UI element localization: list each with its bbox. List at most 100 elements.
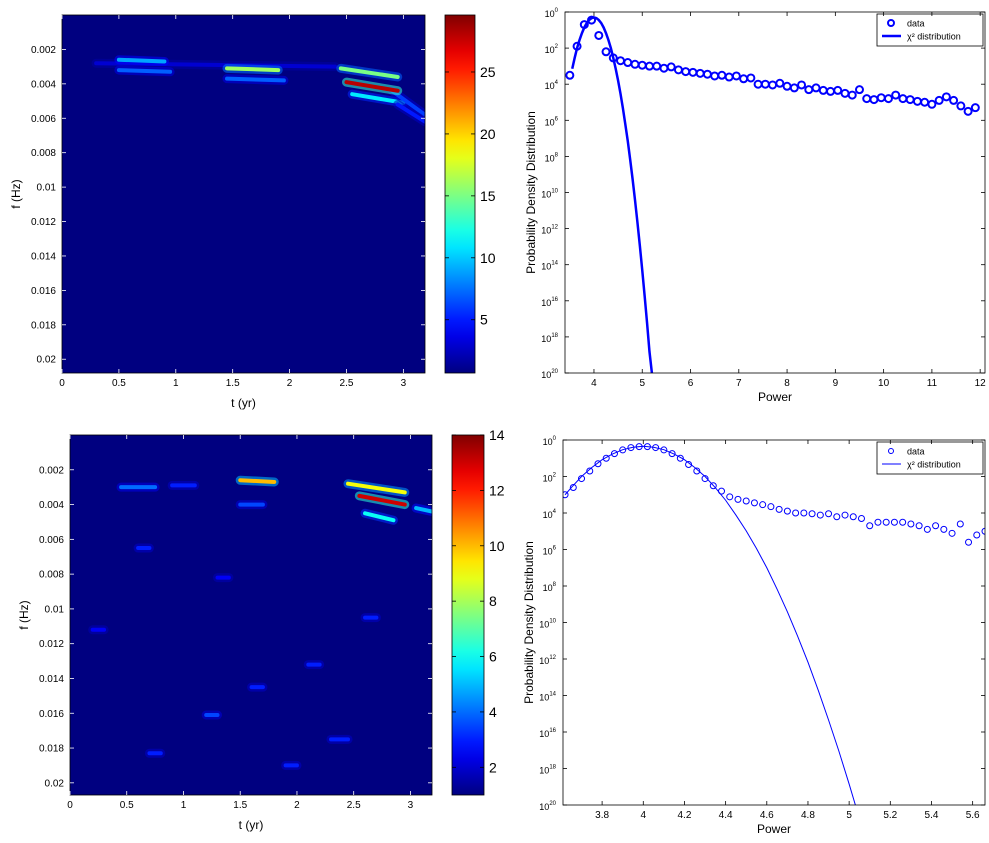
plot-area [62, 15, 425, 373]
colorbar-tick-label: 2 [489, 759, 497, 775]
data-point [833, 513, 841, 521]
y-tick-base: 10 [539, 729, 549, 739]
streak [395, 102, 425, 124]
data-point [800, 509, 808, 517]
data-point [742, 497, 750, 505]
data-point [949, 95, 959, 105]
y-tick-base: 10 [541, 262, 551, 272]
y-tick-exponent: 0 [553, 436, 557, 442]
y-tick-label: 0.016 [31, 286, 56, 297]
data-point [816, 511, 824, 519]
y-tick-label: 104 [543, 509, 557, 520]
y-tick-exponent: 6 [555, 116, 559, 122]
streak [238, 478, 277, 484]
plot-area [563, 443, 985, 805]
axes-frame [61, 14, 426, 374]
y-tick-label: 0.014 [39, 674, 64, 685]
y-tick-base: 10 [545, 9, 555, 19]
colorbar-tick-label: 4 [489, 704, 497, 720]
distribution-line [564, 445, 856, 805]
y-tick-exponent: 8 [553, 582, 557, 588]
x-tick-label: 10 [878, 378, 890, 389]
data-point [792, 509, 800, 517]
y-tick-label: 0.004 [31, 79, 56, 90]
y-tick-exponent: 16 [551, 297, 558, 303]
x-tick-label: 3.8 [595, 810, 609, 821]
data-point [610, 450, 618, 458]
data-point [948, 529, 956, 537]
data-point [750, 499, 758, 507]
y-tick-base: 10 [545, 117, 555, 127]
y-axis-label: Probability Density Distribution [524, 111, 538, 274]
y-tick-exponent: 10 [549, 619, 556, 625]
x-tick-label: 6 [688, 378, 694, 389]
y-tick-base: 10 [541, 298, 551, 308]
data-point [666, 62, 676, 72]
y-tick-label: 1016 [539, 728, 556, 739]
data-point [956, 101, 966, 111]
y-axis-label: f (Hz) [9, 179, 23, 208]
streak [338, 66, 400, 79]
data-point [883, 94, 893, 104]
data-point [899, 518, 907, 526]
y-tick-base: 10 [539, 802, 549, 812]
y-tick-exponent: 12 [549, 655, 556, 661]
legend-label: χ² distribution [907, 460, 961, 470]
data-point [660, 446, 668, 454]
x-tick-label: 5.2 [883, 810, 897, 821]
y-tick-base: 10 [545, 81, 555, 91]
x-tick-label: 9 [833, 378, 839, 389]
data-point [907, 520, 915, 528]
colorbar-tick-label: 5 [480, 312, 488, 328]
data-point [932, 522, 940, 530]
x-tick-label: 4.8 [801, 810, 815, 821]
y-tick-base: 10 [543, 510, 553, 520]
y-tick-label: 1010 [539, 619, 556, 630]
plot-area [70, 435, 432, 795]
y-tick-base: 10 [543, 437, 553, 447]
data-point [825, 510, 833, 518]
colorbar [444, 14, 476, 374]
y-tick-label: 0.012 [31, 217, 56, 228]
y-tick-label: 1014 [539, 692, 556, 703]
data-point [854, 85, 864, 95]
streak [116, 68, 173, 74]
x-tick-label: 8 [784, 378, 790, 389]
y-tick-base: 10 [545, 153, 555, 163]
y-tick-label: 0.006 [39, 535, 64, 546]
data-point [847, 90, 857, 100]
y-tick-exponent: 12 [551, 225, 558, 231]
data-point [693, 467, 701, 475]
data-point [882, 518, 890, 526]
y-tick-base: 10 [543, 583, 553, 593]
y-tick-label: 0.012 [39, 639, 64, 650]
y-tick-exponent: 10 [551, 189, 558, 195]
y-tick-label: 106 [545, 116, 559, 127]
y-tick-label: 106 [543, 546, 557, 557]
data-point [866, 522, 874, 530]
y-tick-label: 0.02 [45, 778, 65, 789]
y-tick-exponent: 18 [549, 765, 556, 771]
data-point [981, 527, 985, 535]
data-point [927, 99, 937, 109]
legend: data χ² distribution [876, 13, 984, 47]
colorbar-tick-label: 6 [489, 649, 497, 665]
data-point [668, 450, 676, 458]
y-tick-base: 10 [541, 370, 551, 380]
y-tick-base: 10 [545, 45, 555, 55]
x-tick-label: 4 [591, 378, 597, 389]
x-tick-label: 1.5 [226, 378, 240, 389]
data-point [941, 92, 951, 102]
y-tick-label: 1010 [541, 189, 558, 200]
colorbar-tick-label: 8 [489, 593, 497, 609]
data-point [709, 482, 717, 490]
data-point [934, 95, 944, 105]
x-tick-label: 2.5 [340, 378, 354, 389]
data-point [619, 446, 627, 454]
data-point [915, 522, 923, 530]
streak [116, 57, 167, 64]
y-tick-exponent: 4 [555, 80, 559, 86]
x-tick-label: 0 [59, 378, 65, 389]
y-tick-label: 1012 [539, 655, 556, 666]
y-tick-label: 0.014 [31, 251, 56, 262]
